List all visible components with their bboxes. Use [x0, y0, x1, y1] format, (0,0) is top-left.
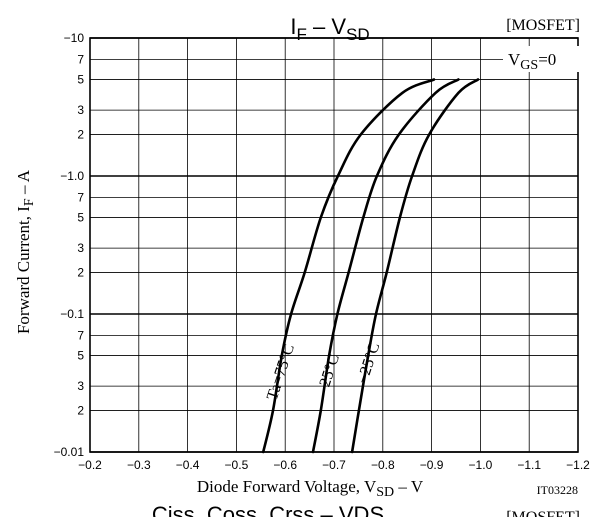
condition-pre: V — [508, 50, 521, 69]
y-axis-label-sub: F — [22, 198, 37, 206]
x-axis-label: Diode Forward Voltage, VSD – V — [197, 477, 424, 500]
x-tick-label: −0.9 — [420, 458, 444, 472]
chart-title: IF – VSD — [290, 14, 369, 44]
chart-title-var: V — [331, 14, 346, 39]
y-tick-label: 5 — [77, 349, 84, 363]
y-axis-label-pre: Forward Current, I — [14, 206, 33, 334]
curve-1 — [261, 78, 436, 454]
y-tick-label: 3 — [77, 379, 84, 393]
y-tick-label: −1.0 — [60, 169, 84, 183]
y-tick-label: 3 — [77, 103, 84, 117]
x-tick-label: −1.1 — [517, 458, 541, 472]
y-tick-label: 2 — [77, 403, 84, 417]
y-tick-label: 7 — [77, 328, 84, 342]
x-tick-label: −0.2 — [78, 458, 102, 472]
y-tick-label: 5 — [77, 211, 84, 225]
figure-code: IT03228 — [537, 483, 578, 497]
x-axis-label-post: – V — [394, 477, 424, 496]
chart-title-main: I — [290, 14, 296, 39]
y-tick-label: 3 — [77, 241, 84, 255]
x-axis-label-sub: SD — [376, 485, 394, 500]
y-axis-label: Forward Current, IF – A — [14, 169, 37, 334]
chart-title-main-sub: F — [296, 25, 306, 44]
curve-2 — [311, 78, 460, 454]
next-figure-device-tag: [MOSFET] — [506, 509, 580, 517]
x-tick-label: −0.3 — [127, 458, 151, 472]
y-tick-label: −0.1 — [60, 307, 84, 321]
x-tick-label: −0.6 — [273, 458, 297, 472]
chart-title-var-sub: SD — [346, 25, 370, 44]
condition-sub: GS — [520, 58, 538, 73]
y-tick-label: 7 — [77, 52, 84, 66]
y-tick-label: 5 — [77, 73, 84, 87]
x-tick-label: −1.0 — [469, 458, 493, 472]
condition-post: =0 — [538, 50, 556, 69]
x-tick-label: −1.2 — [566, 458, 590, 472]
x-tick-label: −0.5 — [225, 458, 249, 472]
x-tick-label: −0.8 — [371, 458, 395, 472]
y-tick-label: 7 — [77, 190, 84, 204]
chart-title-sep: – — [307, 14, 331, 39]
y-tick-label: −0.01 — [54, 445, 85, 459]
x-tick-labels: −0.2 −0.3 −0.4 −0.5 −0.6 −0.7 −0.8 −0.9 −1.0 −1.1… — [78, 458, 590, 472]
y-axis-label-post: – A — [14, 169, 33, 198]
curve-3 — [350, 78, 480, 454]
plot-frame — [89, 37, 579, 453]
x-tick-label: −0.7 — [322, 458, 346, 472]
next-figure-title: Ciss, Coss, Crss – VDS — [152, 502, 384, 517]
y-tick-label: 2 — [77, 127, 84, 141]
y-tick-label: 2 — [77, 265, 84, 279]
condition-label: VGS=0 — [508, 50, 556, 73]
condition-label-background — [503, 46, 579, 72]
curves — [261, 78, 480, 454]
device-tag: [MOSFET] — [506, 17, 580, 34]
y-tick-labels: −0.01 2 3 5 7 −0.1 2 3 5 7 −1.0 2 3 5 7 −10 — [54, 31, 85, 459]
y-tick-label: −10 — [64, 31, 85, 45]
x-tick-label: −0.4 — [176, 458, 200, 472]
x-axis-label-pre: Diode Forward Voltage, V — [197, 477, 377, 496]
